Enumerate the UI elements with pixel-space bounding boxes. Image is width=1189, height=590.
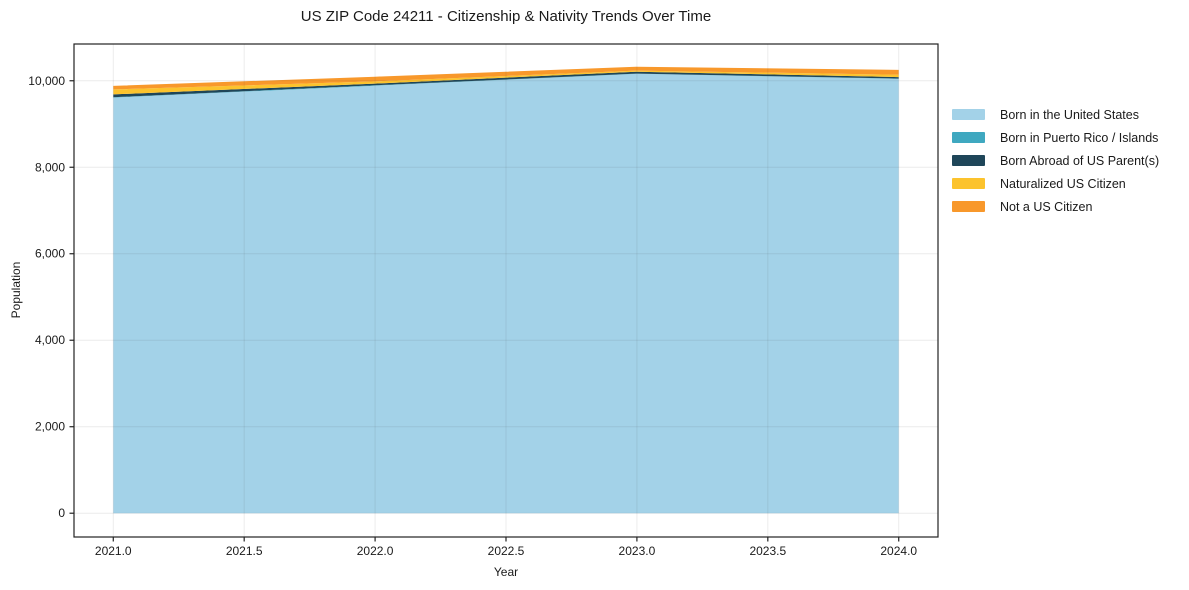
legend-item-born-abroad: Born Abroad of US Parent(s) [952, 149, 1159, 172]
legend-item-not-citizen: Not a US Citizen [952, 195, 1159, 218]
legend-label-born-us: Born in the United States [1000, 107, 1139, 122]
y-tick-label: 8,000 [35, 160, 65, 174]
legend-swatch-born-abroad [952, 155, 985, 166]
x-tick-label: 2021.0 [95, 544, 132, 558]
area-born-us [113, 73, 899, 514]
legend-swatch-naturalized [952, 178, 985, 189]
y-tick-label: 4,000 [35, 333, 65, 347]
legend-item-born-us: Born in the United States [952, 103, 1159, 126]
x-tick-label: 2023.5 [749, 544, 786, 558]
legend-label-puerto-rico-islands: Born in Puerto Rico / Islands [1000, 130, 1159, 145]
chart-title: US ZIP Code 24211 - Citizenship & Nativi… [300, 8, 712, 25]
legend-swatch-not-citizen [952, 201, 985, 212]
legend-label-not-citizen: Not a US Citizen [1000, 199, 1093, 214]
area-not-citizen [113, 66, 899, 90]
y-tick-label: 0 [58, 506, 65, 520]
x-tick-label: 2024.0 [880, 544, 917, 558]
legend-label-born-abroad: Born Abroad of US Parent(s) [1000, 153, 1160, 168]
y-tick-label: 2,000 [35, 420, 65, 434]
legend-label-naturalized: Naturalized US Citizen [1000, 176, 1126, 191]
x-tick-label: 2021.5 [226, 544, 263, 558]
y-tick-label: 10,000 [28, 74, 65, 88]
legend-item-naturalized: Naturalized US Citizen [952, 172, 1159, 195]
legend: Born in the United States Born in Puerto … [952, 103, 1159, 218]
legend-item-puerto-rico-islands: Born in Puerto Rico / Islands [952, 126, 1159, 149]
x-axis-label: Year [493, 565, 519, 579]
x-tick-label: 2023.0 [619, 544, 656, 558]
y-tick-label: 6,000 [35, 247, 65, 261]
legend-swatch-puerto-rico-islands [952, 132, 985, 143]
x-tick-label: 2022.5 [488, 544, 525, 558]
legend-swatch-born-us [952, 109, 985, 120]
x-tick-label: 2022.0 [357, 544, 394, 558]
